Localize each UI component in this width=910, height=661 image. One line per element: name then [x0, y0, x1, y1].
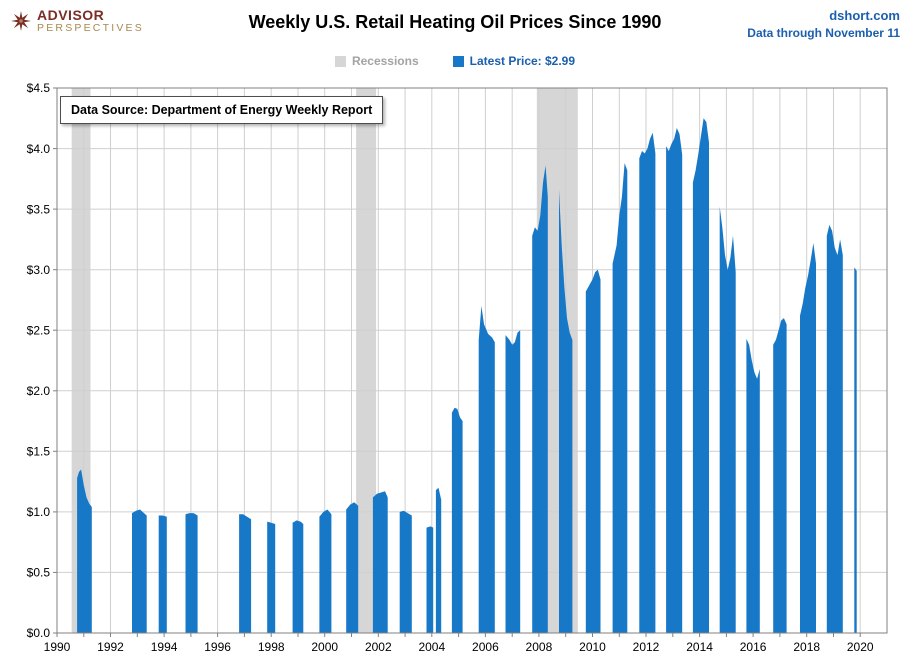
- svg-text:2008: 2008: [526, 640, 553, 654]
- svg-text:2000: 2000: [311, 640, 338, 654]
- svg-text:$4.5: $4.5: [27, 81, 51, 95]
- svg-text:$4.0: $4.0: [27, 142, 51, 156]
- svg-text:$3.0: $3.0: [27, 263, 51, 277]
- svg-text:$1.5: $1.5: [27, 445, 51, 459]
- recession-swatch-icon: [334, 55, 346, 67]
- logo-perspectives-text: PERSPECTIVES: [37, 22, 144, 34]
- svg-text:$0.5: $0.5: [27, 566, 51, 580]
- recessions-label: Recessions: [351, 54, 419, 68]
- svg-text:2010: 2010: [579, 640, 606, 654]
- dshort-site-link[interactable]: dshort.com: [829, 8, 900, 23]
- svg-text:1996: 1996: [204, 640, 231, 654]
- legend-item-latest-price: Latest Price: $2.99: [452, 54, 576, 68]
- logo-advisor-text: ADVISOR: [37, 7, 105, 23]
- data-through-label: Data through November 11: [747, 26, 900, 40]
- svg-text:1992: 1992: [97, 640, 124, 654]
- svg-text:2002: 2002: [365, 640, 392, 654]
- svg-text:2004: 2004: [418, 640, 445, 654]
- svg-text:1990: 1990: [44, 640, 71, 654]
- advisor-perspectives-logo: ADVISOR PERSPECTIVES: [10, 8, 144, 34]
- chart-legend: Recessions Latest Price: $2.99: [0, 54, 910, 68]
- svg-text:1998: 1998: [258, 640, 285, 654]
- svg-text:2012: 2012: [633, 640, 660, 654]
- svg-text:1994: 1994: [151, 640, 178, 654]
- svg-text:$1.0: $1.0: [27, 505, 51, 519]
- svg-text:$2.0: $2.0: [27, 384, 51, 398]
- source-block: dshort.com Data through November 11: [747, 8, 900, 40]
- data-source-annotation: Data Source: Department of Energy Weekly…: [60, 96, 384, 124]
- svg-text:$0.0: $0.0: [27, 626, 51, 640]
- svg-text:2018: 2018: [793, 640, 820, 654]
- svg-text:2014: 2014: [686, 640, 713, 654]
- compass-star-icon: [10, 10, 32, 32]
- svg-text:2016: 2016: [740, 640, 767, 654]
- svg-text:$2.5: $2.5: [27, 323, 51, 337]
- legend-item-recessions: Recessions: [334, 54, 419, 68]
- svg-text:2020: 2020: [847, 640, 874, 654]
- latest-price-label: Latest Price: $2.99: [469, 54, 576, 68]
- svg-text:2006: 2006: [472, 640, 499, 654]
- latest-price-swatch-icon: [452, 55, 464, 67]
- page-title: Weekly U.S. Retail Heating Oil Prices Si…: [248, 12, 662, 32]
- svg-text:$3.5: $3.5: [27, 202, 51, 216]
